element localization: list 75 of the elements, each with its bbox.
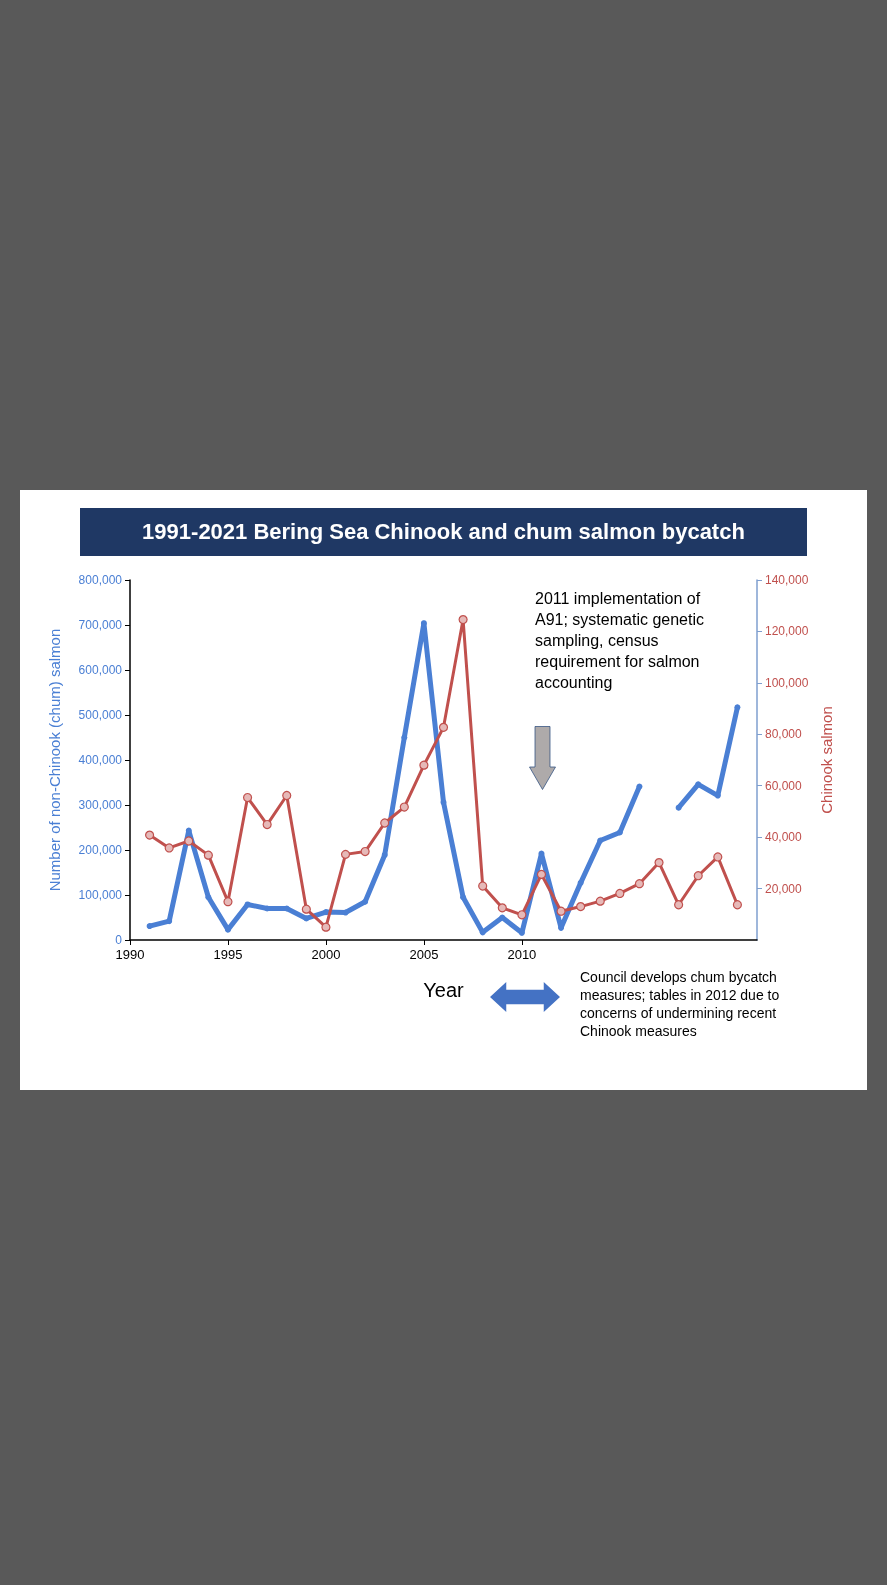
x-tick-label: 2000 (311, 947, 341, 962)
point (460, 894, 467, 901)
y2-tick-label: 40,000 (765, 830, 803, 845)
point (675, 804, 682, 811)
point (438, 722, 449, 732)
point (536, 869, 547, 880)
text: Council develops chum bycatch measures; tables in 2012 due to concerns of undermining recent Chinook measures (580, 968, 781, 1040)
point (458, 615, 468, 625)
point (399, 802, 409, 812)
point (517, 910, 527, 920)
point (340, 849, 351, 859)
point (184, 836, 194, 846)
x-tick-label: 1995 (213, 947, 243, 962)
point (164, 843, 174, 853)
point (695, 781, 702, 788)
x-tick-label: 2010 (507, 947, 537, 962)
y2-tick-label: 100,000 (765, 675, 809, 690)
point (713, 852, 723, 862)
y2-tick-label: 120,000 (765, 624, 809, 639)
point (636, 783, 643, 790)
point (146, 923, 153, 930)
point (301, 904, 311, 914)
x-tick-label: 1990 (115, 947, 145, 962)
point (615, 888, 625, 899)
point (205, 894, 212, 901)
y-tick-label: 800,000 (78, 573, 123, 587)
point (732, 900, 743, 910)
point (497, 903, 507, 913)
y2-tick-label: 60,000 (765, 778, 803, 793)
point (203, 850, 213, 860)
y-tick-label: 0 (115, 933, 123, 947)
point (693, 871, 703, 881)
point (360, 846, 370, 857)
point (322, 909, 329, 916)
point (242, 792, 253, 803)
point (478, 881, 488, 891)
y-tick-label: 400,000 (78, 753, 123, 767)
y-tick-label: 100,000 (78, 888, 123, 902)
x-tick-label: 2005 (409, 947, 439, 962)
point (440, 799, 447, 806)
point (616, 829, 623, 836)
point (576, 901, 586, 912)
point (166, 918, 173, 925)
x-axis-title: Year (423, 979, 465, 1001)
y2-tick-label: 140,000 (765, 573, 809, 587)
point (595, 896, 605, 906)
point (634, 879, 645, 889)
point (223, 897, 233, 907)
point (362, 898, 369, 905)
y2-tick-label: 20,000 (765, 881, 803, 896)
point (734, 704, 741, 711)
point (145, 830, 155, 840)
y-axis-title: Number of non-Chinook (chum) salmon (46, 628, 63, 892)
y2-tick-label: 80,000 (765, 727, 803, 742)
point (262, 819, 272, 830)
chart-title: 1991-2021 Bering Sea Chinook and chum salmon bycatch (80, 508, 807, 556)
y-tick-label: 500,000 (78, 708, 123, 722)
y-tick-label: 200,000 (78, 843, 123, 857)
point (419, 760, 429, 770)
point (556, 906, 566, 916)
point (577, 879, 584, 886)
point (597, 837, 604, 844)
y2-axis-title: Chinook salmon (818, 706, 836, 814)
point (380, 818, 390, 828)
point (674, 900, 684, 910)
point (654, 858, 664, 868)
point (282, 790, 292, 801)
y-tick-label: 700,000 (78, 618, 123, 632)
point (321, 922, 331, 932)
point (381, 851, 388, 858)
y-tick-label: 600,000 (78, 663, 123, 677)
y-tick-label: 300,000 (78, 798, 123, 812)
point (303, 915, 310, 922)
point (244, 901, 251, 908)
annotation: 2011 implementation of A91; systematic genetic sampling, census requirement for salmon accounting (535, 589, 705, 693)
